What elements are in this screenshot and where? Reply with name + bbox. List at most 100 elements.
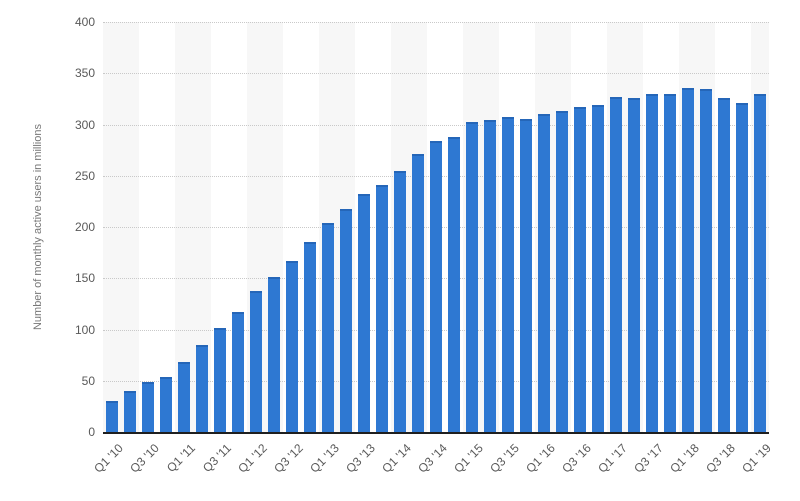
bar-Q311[interactable] xyxy=(214,328,226,432)
bar-Q112[interactable] xyxy=(250,290,262,432)
bar-Q115[interactable] xyxy=(466,122,478,432)
bar-slot xyxy=(553,22,571,432)
gridline-300 xyxy=(103,124,769,126)
bar-Q412[interactable] xyxy=(304,242,316,432)
bar-slot xyxy=(679,22,697,432)
gridline-350 xyxy=(103,73,769,75)
bar-slot xyxy=(625,22,643,432)
x-tick-label: Q1 '14 xyxy=(379,441,414,476)
x-axis-line xyxy=(103,432,769,434)
x-tick-label: Q1 '13 xyxy=(307,441,342,476)
x-tick-label: Q1 '15 xyxy=(451,441,486,476)
bar-slot xyxy=(409,22,427,432)
bar-Q111[interactable] xyxy=(178,362,190,432)
x-tick-label: Q3 '10 xyxy=(127,441,162,476)
bar-Q317[interactable] xyxy=(646,93,658,432)
bar-Q210[interactable] xyxy=(124,391,136,432)
x-tick-label: Q1 '18 xyxy=(667,441,702,476)
plot-area xyxy=(103,22,769,432)
x-tick-label: Q3 '17 xyxy=(631,441,666,476)
bar-Q113[interactable] xyxy=(322,222,334,432)
bar-Q415[interactable] xyxy=(520,119,532,432)
bar-slot xyxy=(391,22,409,432)
bar-Q215[interactable] xyxy=(484,120,496,432)
bar-Q214[interactable] xyxy=(412,154,424,432)
bar-Q414[interactable] xyxy=(448,136,460,432)
bar-Q114[interactable] xyxy=(394,170,406,432)
y-tick-label: 300 xyxy=(74,117,95,132)
bar-Q110[interactable] xyxy=(106,401,118,432)
y-tick-label: 350 xyxy=(74,66,95,81)
y-tick-label: 250 xyxy=(74,168,95,183)
bar-slot xyxy=(265,22,283,432)
y-tick-label: 100 xyxy=(74,322,95,337)
bar-Q315[interactable] xyxy=(502,117,514,432)
bar-Q217[interactable] xyxy=(628,97,640,432)
y-tick-label: 50 xyxy=(81,373,95,388)
bar-Q316[interactable] xyxy=(574,107,586,432)
bar-slot xyxy=(211,22,229,432)
bar-slot xyxy=(139,22,157,432)
bar-Q313[interactable] xyxy=(358,194,370,432)
x-tick-label: Q3 '15 xyxy=(487,441,522,476)
bar-slot xyxy=(445,22,463,432)
x-tick-label: Q1 '12 xyxy=(235,441,270,476)
bar-series xyxy=(103,22,769,432)
bar-Q413[interactable] xyxy=(376,184,388,432)
bar-slot xyxy=(103,22,121,432)
bar-slot xyxy=(535,22,553,432)
bar-slot xyxy=(751,22,769,432)
bar-slot xyxy=(247,22,265,432)
bar-Q410[interactable] xyxy=(160,376,172,432)
y-tick-label: 200 xyxy=(74,220,95,234)
y-tick-label: 0 xyxy=(88,425,95,439)
bar-Q218[interactable] xyxy=(700,88,712,432)
x-tick-label: Q3 '14 xyxy=(415,441,450,476)
bar-Q411[interactable] xyxy=(232,312,244,432)
gridline-400 xyxy=(103,22,769,23)
bar-Q310[interactable] xyxy=(142,381,154,432)
bar-slot xyxy=(355,22,373,432)
bar-slot xyxy=(571,22,589,432)
bar-Q416[interactable] xyxy=(592,105,604,432)
bar-slot xyxy=(697,22,715,432)
bar-slot xyxy=(121,22,139,432)
bar-Q213[interactable] xyxy=(340,208,352,432)
x-tick-label: Q1 '17 xyxy=(595,441,630,476)
bar-slot xyxy=(517,22,535,432)
bar-slot xyxy=(715,22,733,432)
bar-slot xyxy=(283,22,301,432)
bar-Q119[interactable] xyxy=(754,93,766,432)
bar-slot xyxy=(589,22,607,432)
x-tick-label: Q1 '10 xyxy=(91,441,126,476)
bar-slot xyxy=(661,22,679,432)
bar-Q116[interactable] xyxy=(538,114,550,432)
bar-Q216[interactable] xyxy=(556,111,568,432)
bar-Q314[interactable] xyxy=(430,140,442,432)
y-tick-label: 150 xyxy=(74,271,95,286)
bar-Q212[interactable] xyxy=(268,277,280,432)
bar-Q318[interactable] xyxy=(718,97,730,432)
bar-slot xyxy=(463,22,481,432)
x-tick-label: Q3 '16 xyxy=(559,441,594,476)
bar-Q117[interactable] xyxy=(610,96,622,432)
x-tick-label: Q1 '11 xyxy=(163,441,198,476)
y-tick-label: 400 xyxy=(74,15,95,29)
x-tick-label: Q3 '12 xyxy=(271,441,306,476)
x-tick-label: Q1 '19 xyxy=(739,441,774,476)
x-tick-label: Q1 '16 xyxy=(523,441,558,476)
bar-slot xyxy=(337,22,355,432)
bar-slot xyxy=(175,22,193,432)
bar-slot xyxy=(481,22,499,432)
bar-Q312[interactable] xyxy=(286,260,298,432)
bar-Q417[interactable] xyxy=(664,93,676,432)
bar-Q118[interactable] xyxy=(682,87,694,432)
x-tick-label: Q3 '13 xyxy=(343,441,378,476)
x-tick-label: Q3 '18 xyxy=(703,441,738,476)
bar-slot xyxy=(427,22,445,432)
bar-Q211[interactable] xyxy=(196,344,208,432)
bar-slot xyxy=(733,22,751,432)
bar-Q418[interactable] xyxy=(736,102,748,432)
bar-slot xyxy=(607,22,625,432)
